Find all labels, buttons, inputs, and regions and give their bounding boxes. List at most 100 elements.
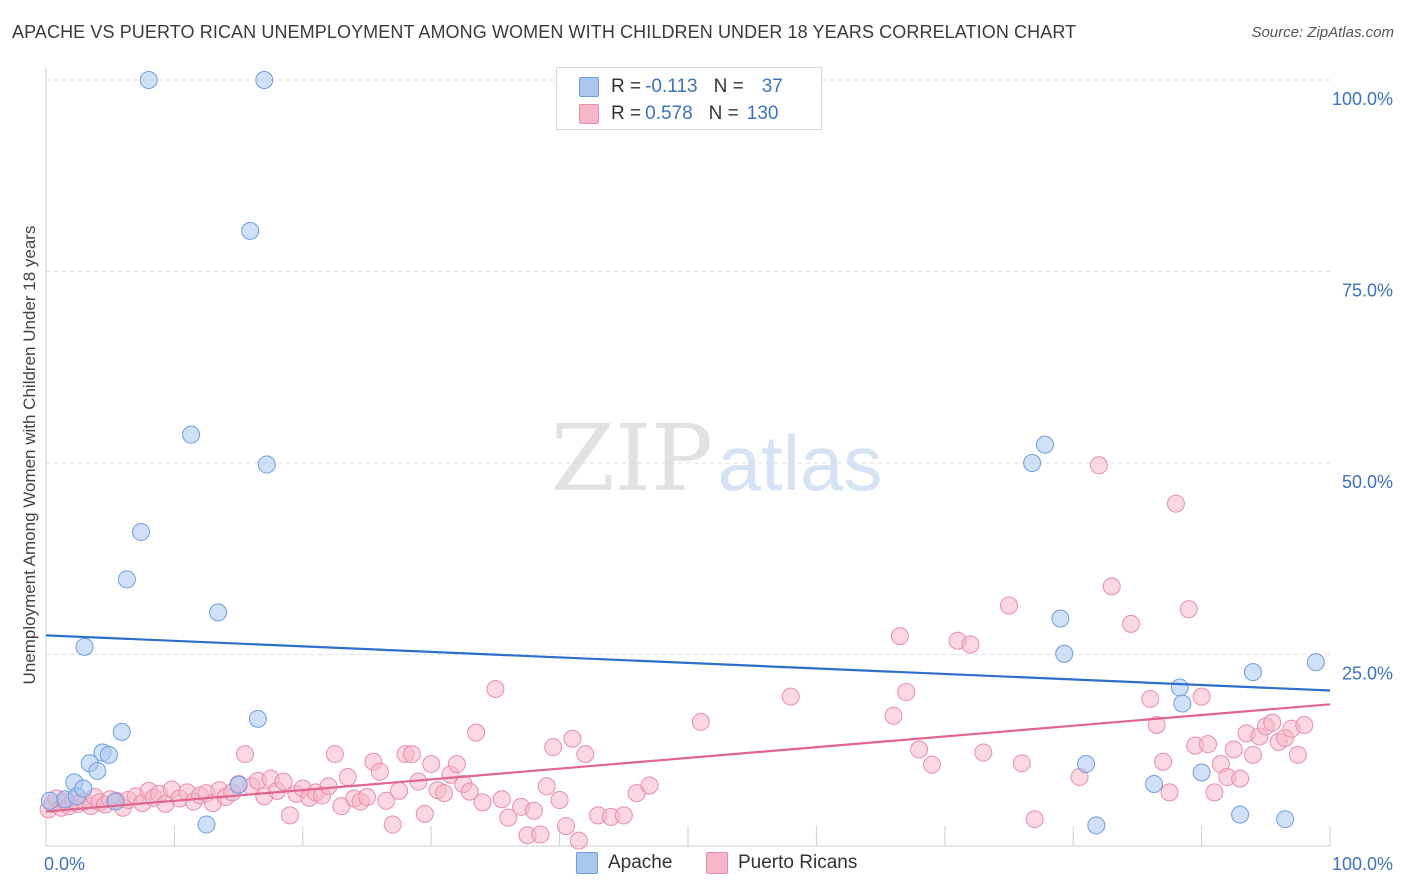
puerto-point bbox=[499, 808, 518, 827]
apache-point bbox=[132, 522, 151, 541]
puerto-trend-line bbox=[45, 703, 1331, 813]
puerto-point bbox=[1179, 600, 1198, 619]
puerto-point bbox=[614, 806, 633, 825]
apache-point bbox=[1087, 816, 1106, 835]
legend-apache-label: Apache bbox=[608, 852, 673, 873]
apache-r-value: -0.113 bbox=[645, 76, 698, 97]
apache-point bbox=[1055, 644, 1074, 663]
watermark-zip: ZIP bbox=[551, 405, 713, 512]
apache-point bbox=[182, 425, 201, 444]
puerto-point bbox=[884, 706, 903, 725]
apache-point bbox=[209, 603, 228, 622]
apache-point bbox=[75, 637, 94, 656]
puerto-point bbox=[576, 745, 595, 764]
puerto-point bbox=[531, 825, 550, 844]
puerto-point bbox=[563, 729, 582, 748]
puerto-point bbox=[557, 817, 576, 836]
apache-point bbox=[74, 779, 93, 798]
puerto-point bbox=[1192, 687, 1211, 706]
puerto-point bbox=[1263, 713, 1282, 732]
apache-point bbox=[106, 792, 125, 811]
y-tick-label: 50.0% bbox=[1342, 472, 1393, 492]
apache-point bbox=[255, 71, 274, 89]
series-legend: Apache Puerto Ricans bbox=[0, 852, 1406, 878]
puerto-point bbox=[550, 791, 569, 810]
x-tick-label-min: 0.0% bbox=[44, 854, 85, 874]
legend-puerto-label: Puerto Ricans bbox=[738, 852, 858, 873]
puerto-point bbox=[338, 768, 357, 787]
puerto-point bbox=[447, 755, 466, 774]
apache-point bbox=[229, 775, 248, 794]
apache-point bbox=[1173, 694, 1192, 713]
puerto-point bbox=[467, 723, 486, 742]
y-tick-label: 25.0% bbox=[1342, 664, 1393, 684]
puerto-point bbox=[1205, 783, 1224, 802]
puerto-point bbox=[492, 790, 511, 809]
puerto-point bbox=[1231, 769, 1250, 788]
puerto-point bbox=[486, 679, 505, 698]
puerto-point bbox=[236, 745, 255, 764]
apache-point bbox=[1243, 663, 1262, 682]
puerto-point bbox=[1160, 783, 1179, 802]
puerto-point bbox=[435, 784, 454, 803]
puerto-point bbox=[1166, 494, 1185, 513]
apache-point bbox=[1145, 774, 1164, 793]
apache-point bbox=[197, 815, 216, 834]
apache-point bbox=[1035, 435, 1054, 454]
puerto-point bbox=[961, 635, 980, 654]
legend-puerto-swatch bbox=[706, 852, 728, 874]
puerto-point bbox=[1224, 740, 1243, 759]
correlation-legend: R = -0.113 N = 37 R = 0.578 N = 130 bbox=[556, 67, 822, 130]
apache-point bbox=[1231, 805, 1250, 824]
puerto-point bbox=[1141, 689, 1160, 708]
apache-point bbox=[117, 570, 136, 589]
puerto-point bbox=[691, 712, 710, 731]
puerto-point bbox=[910, 740, 929, 759]
apache-point bbox=[248, 709, 267, 728]
puerto-point bbox=[473, 793, 492, 812]
apache-point bbox=[1170, 678, 1189, 697]
puerto-point bbox=[781, 687, 800, 706]
y-axis-label: Unemployment Among Women with Children U… bbox=[20, 225, 39, 685]
legend-apache-swatch bbox=[576, 852, 598, 874]
puerto-point bbox=[640, 776, 659, 795]
puerto-r-value: 0.578 bbox=[645, 103, 693, 124]
legend-row-puerto: R = 0.578 N = 130 bbox=[579, 102, 778, 126]
apache-point bbox=[112, 722, 131, 741]
apache-point bbox=[1276, 810, 1295, 829]
puerto-point bbox=[390, 781, 409, 800]
puerto-point bbox=[890, 627, 909, 646]
puerto-point bbox=[280, 806, 299, 825]
puerto-swatch bbox=[579, 104, 599, 124]
x-tick-label-max: 100.0% bbox=[1332, 854, 1393, 874]
puerto-point bbox=[544, 738, 563, 757]
chart-title: APACHE VS PUERTO RICAN UNEMPLOYMENT AMON… bbox=[12, 22, 1077, 42]
puerto-point bbox=[1089, 456, 1108, 475]
apache-trend-line bbox=[45, 634, 1331, 692]
puerto-point bbox=[922, 755, 941, 774]
apache-point bbox=[1306, 653, 1325, 672]
puerto-point bbox=[1000, 596, 1018, 615]
apache-point bbox=[1051, 609, 1070, 628]
apache-point bbox=[241, 221, 260, 240]
puerto-point bbox=[1121, 614, 1140, 633]
puerto-point bbox=[1199, 735, 1218, 754]
puerto-point bbox=[370, 762, 389, 781]
apache-point bbox=[1023, 454, 1042, 472]
puerto-n-label: N = bbox=[708, 103, 739, 124]
apache-n-value: 37 bbox=[761, 76, 783, 97]
apache-swatch bbox=[579, 77, 599, 97]
legend-item-puerto: Puerto Ricans bbox=[706, 852, 857, 874]
apache-point bbox=[99, 745, 118, 764]
puerto-point bbox=[1243, 745, 1262, 764]
puerto-point bbox=[1288, 745, 1307, 764]
puerto-r-label: R = bbox=[611, 103, 642, 124]
apache-point bbox=[139, 71, 158, 89]
puerto-point bbox=[1147, 715, 1166, 734]
puerto-point bbox=[1154, 752, 1173, 771]
apache-n-label: N = bbox=[713, 76, 744, 97]
puerto-point bbox=[358, 787, 376, 806]
apache-point bbox=[1192, 763, 1211, 782]
apache-point bbox=[40, 791, 59, 810]
puerto-point bbox=[274, 772, 293, 791]
